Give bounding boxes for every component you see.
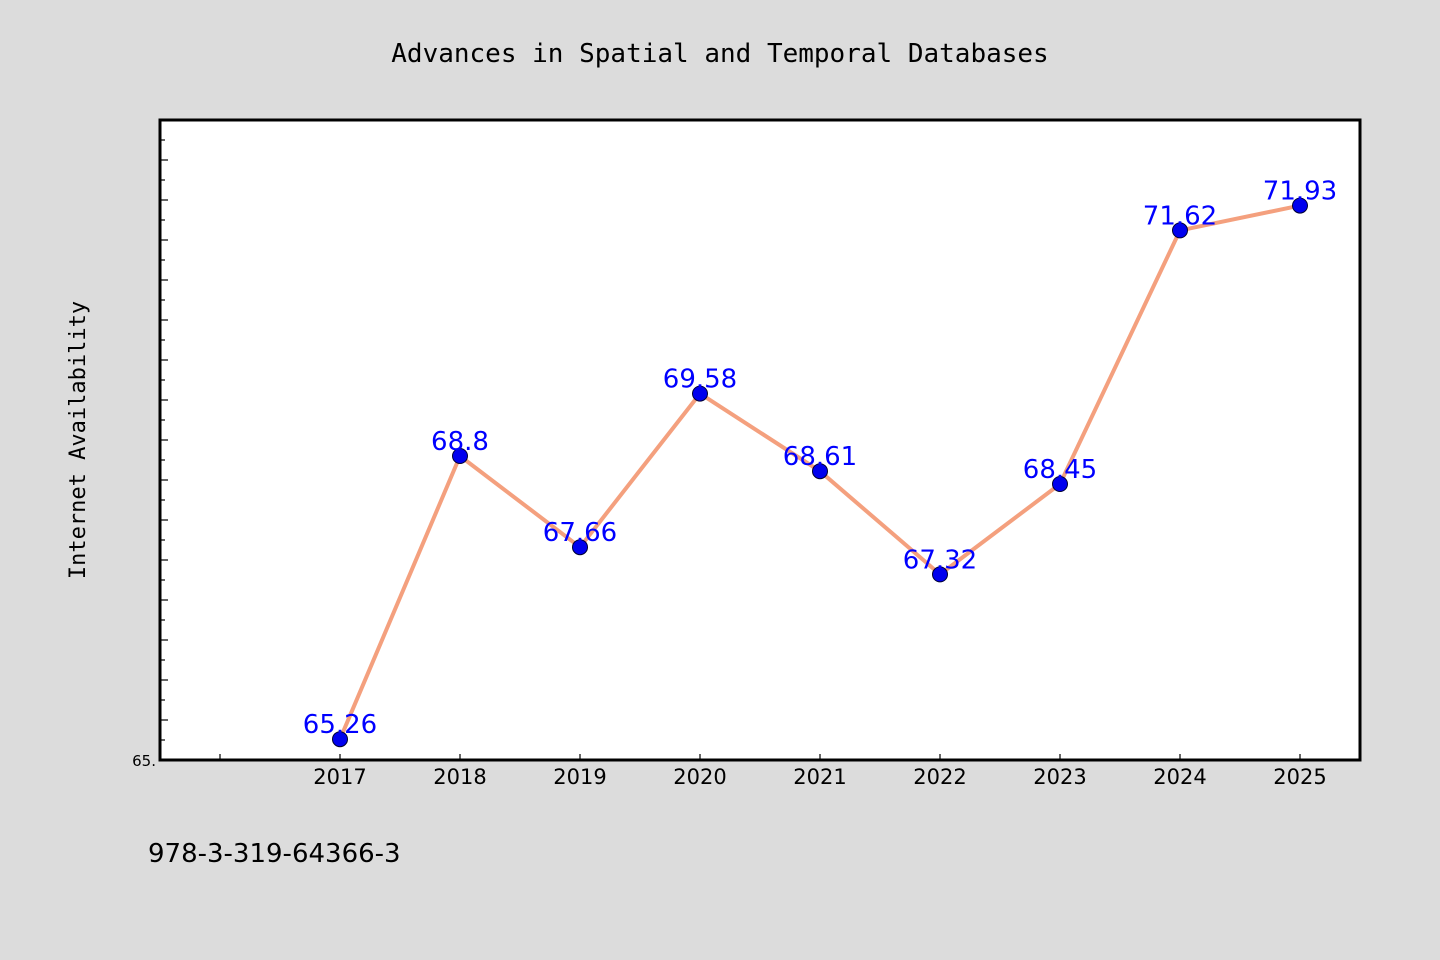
y-tick-label: 65. <box>132 752 156 770</box>
data-point-marker <box>692 385 708 402</box>
data-point-marker <box>452 448 468 464</box>
data-label: 65.26 <box>303 710 377 740</box>
data-point-marker <box>812 463 828 480</box>
data-point-marker <box>932 566 948 583</box>
isbn-footnote: 978-3-319-64366-3 <box>148 839 401 869</box>
data-label: 71.62 <box>1143 201 1217 231</box>
plot-area <box>160 120 1360 760</box>
data-label: 68.8 <box>431 427 489 457</box>
data-label: 68.61 <box>783 442 857 472</box>
data-label: 68.45 <box>1023 455 1097 485</box>
x-tick-label: 2021 <box>793 765 846 789</box>
plot-frame <box>158 118 1362 762</box>
data-label: 69.58 <box>663 365 737 395</box>
series-group: 65.26 68.8 67.66 69.58 68.61 67.32 68.45 71.62 7… <box>303 177 1337 748</box>
x-tick-label: 2018 <box>433 765 486 789</box>
x-tick-label: 2022 <box>913 765 966 789</box>
x-tick-label: 2020 <box>673 765 726 789</box>
x-tick-label: 2017 <box>313 765 366 789</box>
data-point-marker <box>332 731 348 748</box>
x-tick-label: 2023 <box>1033 765 1086 789</box>
data-point-marker <box>1292 197 1308 214</box>
data-point-marker <box>1172 222 1188 239</box>
y-axis-label: Internet Availability <box>66 301 91 579</box>
data-label: 67.66 <box>543 518 617 548</box>
data-point-marker <box>1052 476 1068 492</box>
data-label: 67.32 <box>903 545 977 575</box>
data-label: 71.93 <box>1263 177 1337 207</box>
x-tick-label: 2019 <box>553 765 606 789</box>
chart-title: Advances in Spatial and Temporal Databas… <box>391 39 1048 69</box>
x-tick-label: 2024 <box>1153 765 1206 789</box>
data-point-marker <box>572 539 588 556</box>
x-tick-label: 2025 <box>1273 765 1326 789</box>
x-axis-ticks: 2017 2018 2019 2020 2021 2022 2023 2024 2025 <box>219 754 1327 789</box>
